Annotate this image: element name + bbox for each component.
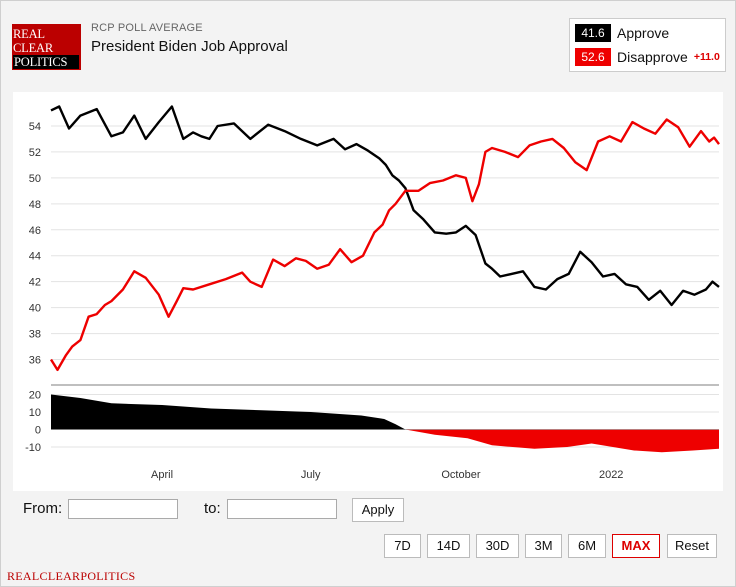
to-label: to: — [204, 500, 221, 517]
main-y-tick-label: 38 — [29, 329, 41, 341]
reset-button[interactable]: Reset — [667, 534, 717, 558]
legend-approve: 41.6 Approve — [575, 24, 669, 42]
approve-label: Approve — [617, 25, 670, 41]
main-y-tick-label: 54 — [29, 121, 41, 133]
from-label: From: — [23, 500, 63, 517]
poll-average-kicker: RCP POLL AVERAGE — [91, 22, 203, 34]
approval-chart-svg[interactable]: 36 38 40 42 44 46 48 50 52 54 20 10 0 -10 April July O… — [13, 92, 723, 491]
range-max-button[interactable]: MAX — [612, 534, 660, 558]
chart-area[interactable]: 36 38 40 42 44 46 48 50 52 54 20 10 0 -10 April July O… — [13, 92, 723, 491]
disapprove-value-badge: 52.6 — [575, 48, 611, 66]
spread-y-tick-label: 10 — [29, 407, 41, 419]
rcp-logo[interactable]: REAL CLEAR POLITICS — [12, 24, 81, 70]
spread-negative-area — [405, 429, 719, 453]
spread-y-tick-labels: 20 10 0 -10 — [25, 390, 41, 455]
approve-value-badge: 41.6 — [575, 24, 611, 42]
main-y-tick-label: 44 — [29, 251, 41, 263]
chart-title: President Biden Job Approval — [91, 38, 288, 55]
spread-y-tick-label: -10 — [25, 442, 41, 454]
disapprove-label: Disapprove — [617, 49, 688, 65]
footer-brand: REALCLEARPOLITICS — [7, 569, 136, 583]
legend-disapprove: 52.6 Disapprove +11.0 — [575, 48, 720, 66]
main-y-tick-label: 40 — [29, 303, 41, 315]
spread-y-tick-label: 0 — [35, 425, 41, 437]
main-y-tick-label: 46 — [29, 225, 41, 237]
range-30d-button[interactable]: 30D — [476, 534, 519, 558]
x-tick-label: April — [151, 469, 173, 481]
to-date-input[interactable] — [227, 499, 337, 519]
x-tick-label: July — [301, 469, 321, 481]
main-y-tick-label: 50 — [29, 173, 41, 185]
approve-line[interactable] — [50, 105, 720, 307]
x-tick-label: 2022 — [599, 469, 623, 481]
range-6m-button[interactable]: 6M — [568, 534, 606, 558]
spread-y-tick-label: 20 — [29, 390, 41, 402]
logo-line-1: REAL — [13, 27, 45, 41]
main-y-tick-label: 36 — [29, 355, 41, 367]
x-tick-label: October — [441, 469, 480, 481]
spread-area — [51, 394, 719, 453]
legend-box: 41.6 Approve 52.6 Disapprove +11.0 — [569, 18, 726, 72]
main-series-lines — [49, 105, 720, 372]
spread-value: +11.0 — [693, 51, 720, 63]
logo-line-3: POLITICS — [13, 55, 79, 69]
main-y-tick-label: 48 — [29, 199, 41, 211]
main-gridlines — [51, 125, 719, 361]
disapprove-line[interactable] — [49, 118, 720, 372]
main-y-tick-label: 42 — [29, 277, 41, 289]
range-3m-button[interactable]: 3M — [525, 534, 562, 558]
spread-positive-area — [51, 394, 406, 430]
from-date-input[interactable] — [68, 499, 178, 519]
apply-button[interactable]: Apply — [352, 498, 404, 522]
main-y-tick-labels: 36 38 40 42 44 46 48 50 52 54 — [29, 121, 41, 367]
main-y-tick-label: 52 — [29, 147, 41, 159]
range-14d-button[interactable]: 14D — [427, 534, 470, 558]
range-7d-button[interactable]: 7D — [384, 534, 421, 558]
logo-line-2: CLEAR — [13, 41, 53, 55]
x-tick-labels: April July October 2022 — [151, 469, 623, 481]
